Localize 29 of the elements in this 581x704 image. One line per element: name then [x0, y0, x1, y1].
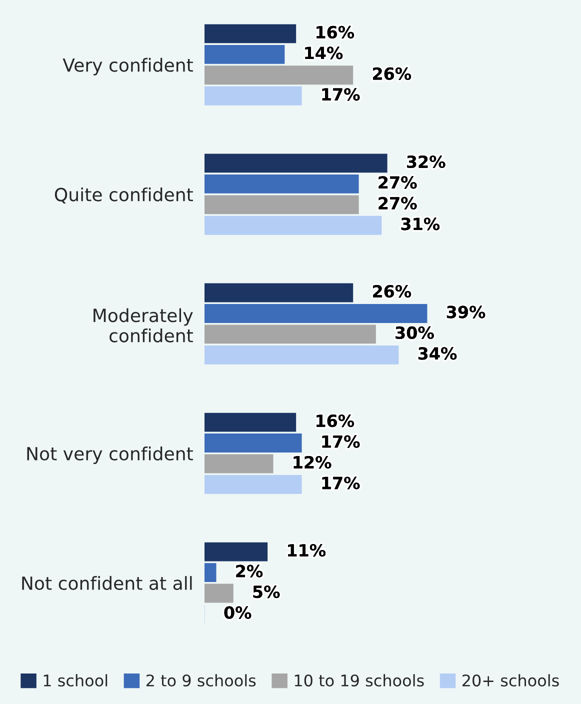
y-tick-label: Moderately confident [94, 308, 193, 342]
data-label: 30% [396, 326, 434, 340]
data-label: 14% [305, 46, 343, 60]
legend-label: 20+ schools [462, 674, 559, 687]
data-label: 2% [236, 564, 263, 578]
data-label: 31% [401, 218, 440, 230]
legend-label: 2 to 9 schools [146, 674, 256, 687]
data-label: 26% [373, 284, 412, 298]
data-label: 17% [322, 435, 360, 448]
data-label: 16% [316, 414, 354, 428]
data-label: 17% [322, 476, 360, 490]
data-label: 27% [378, 176, 417, 189]
data-label: 34% [418, 347, 457, 360]
data-label: 32% [407, 155, 446, 168]
data-label: 11% [288, 544, 326, 557]
data-label: 5% [253, 586, 280, 598]
y-tick-label: Not very confident [27, 446, 193, 464]
data-label: 16% [316, 26, 354, 39]
legend-label: 10 to 19 schools [294, 674, 424, 687]
data-label: 0% [224, 606, 252, 619]
y-tick-label: Quite confident [54, 187, 193, 204]
y-tick-label: Not confident at all [22, 576, 192, 590]
data-label: 27% [378, 196, 417, 210]
data-label: 26% [373, 67, 412, 80]
data-label: 12% [294, 456, 332, 469]
y-tick-label: Very confident [62, 58, 193, 76]
data-label: 17% [322, 88, 360, 101]
data-label: 39% [446, 306, 486, 318]
legend-label: 1 school [44, 674, 108, 687]
